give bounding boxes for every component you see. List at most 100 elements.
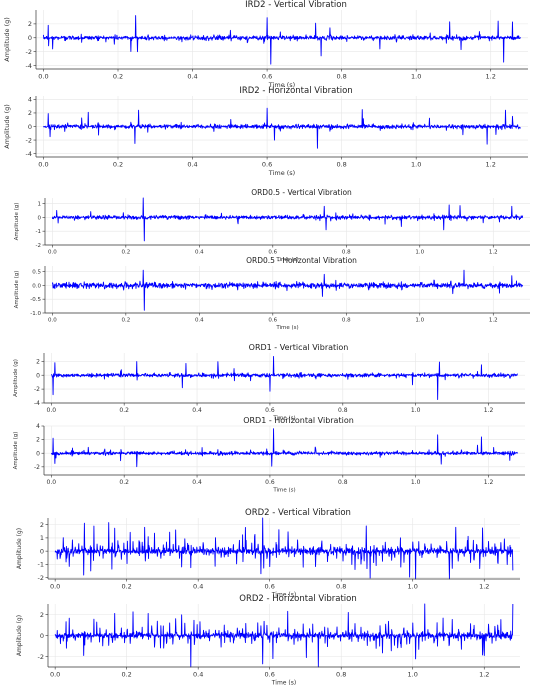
x-tick-label: 1.2	[479, 583, 489, 591]
x-tick-label: 1.0	[411, 161, 421, 169]
x-tick-label: 1.0	[415, 318, 424, 324]
x-tick-label: 1.0	[415, 250, 424, 256]
x-tick-label: 0.6	[265, 583, 275, 591]
y-tick-label: 4	[28, 96, 32, 104]
y-axis-label: Amplitude (g)	[3, 17, 11, 62]
y-tick-label: -2	[36, 243, 41, 249]
y-tick-label: 2	[28, 109, 32, 117]
x-axis-label: Time (s)	[271, 592, 296, 599]
x-tick-label: 0.8	[342, 250, 351, 256]
chart-title: ORD2 - Vertical Vibration	[245, 508, 351, 518]
x-tick-label: 0.0	[50, 671, 60, 679]
y-tick-label: 1	[40, 534, 44, 542]
x-tick-label: 1.0	[411, 479, 421, 486]
x-tick-label: 0.2	[121, 583, 131, 591]
y-tick-label: 4	[36, 423, 40, 430]
x-tick-label: 0.8	[338, 479, 348, 486]
x-tick-label: 1.0	[408, 671, 418, 679]
y-tick-label: 2	[36, 437, 40, 444]
y-axis-label: Amplitude (g)	[13, 432, 19, 470]
x-tick-label: 0.4	[195, 250, 204, 256]
y-tick-label: 0	[28, 123, 32, 131]
x-tick-label: 0.2	[121, 250, 130, 256]
x-tick-label: 0.2	[119, 407, 129, 414]
y-tick-label: -1	[38, 561, 44, 569]
x-tick-label: 0.2	[113, 73, 123, 81]
x-tick-label: 0.8	[338, 407, 348, 414]
y-tick-label: -0.5	[30, 297, 41, 303]
chart-title: IRD2 - Vertical Vibration	[245, 0, 347, 10]
x-tick-label: 1.2	[479, 671, 489, 679]
x-axis-label: Time (s)	[271, 680, 296, 687]
y-tick-label: 0	[40, 547, 44, 555]
chart-panel-2: 0.0 0.2 0.4 0.6 0.8 1.0 1.2 -4 -2 0 2 4 IRD2 - Horiz…	[3, 86, 528, 177]
chart-panel-8: 0.0 0.2 0.4 0.6 0.8 1.0 1.2 -2 0 2 ORD2 - Horizont…	[16, 594, 520, 687]
x-tick-label: 1.0	[408, 583, 418, 591]
x-tick-label: 0.2	[113, 161, 123, 169]
y-tick-label: -1.0	[30, 311, 41, 317]
x-tick-label: 1.2	[489, 318, 498, 324]
x-tick-label: 0.6	[265, 407, 275, 414]
y-axis-label: Amplitude (g)	[13, 359, 19, 397]
x-tick-label: 0.0	[50, 583, 60, 591]
x-tick-label: 1.2	[484, 479, 494, 486]
signal-series-line	[50, 428, 519, 468]
x-tick-label: 0.8	[336, 671, 346, 679]
signal-series-line	[51, 356, 518, 400]
x-axis-label: Time (s)	[272, 416, 295, 422]
y-axis-label: Amplitude (g)	[16, 615, 23, 656]
y-tick-label: 0	[36, 372, 40, 379]
y-tick-label: 0	[36, 450, 40, 457]
x-tick-label: 1.0	[411, 73, 421, 81]
x-tick-label: 0.2	[119, 479, 129, 486]
x-tick-label: 0.4	[192, 407, 202, 414]
x-tick-label: 0.4	[187, 161, 197, 169]
y-tick-label: 1	[38, 201, 42, 207]
x-tick-label: 0.6	[262, 73, 272, 81]
chart-panel-3: 0.0 0.2 0.4 0.6 0.8 1.0 1.2 -2 -1 0 1 ORD0.5 - Vert…	[14, 188, 530, 263]
chart-panel-5: 0.0 0.2 0.4 0.6 0.8 1.0 1.2 -4 -2 0 2 ORD1 - Vertic…	[13, 343, 525, 422]
y-tick-label: 2	[40, 611, 44, 619]
x-tick-label: 0.2	[121, 671, 131, 679]
signal-series-line	[43, 15, 521, 65]
y-axis-label: Amplitude (g)	[14, 203, 20, 241]
y-tick-label: -2	[26, 48, 32, 56]
y-tick-label: -2	[34, 386, 40, 393]
y-axis-label: Amplitude (g)	[14, 271, 20, 309]
x-tick-label: 1.2	[486, 73, 496, 81]
x-tick-label: 0.4	[193, 671, 203, 679]
x-tick-label: 1.2	[484, 407, 494, 414]
chart-panel-7: 0.0 0.2 0.4 0.6 0.8 1.0 1.2 -2 -1 0 1 2 ORD2 - Verti…	[16, 508, 520, 599]
x-tick-label: 0.6	[265, 671, 275, 679]
x-tick-label: 0.4	[187, 73, 197, 81]
chart-title: ORD0.5 - Horizontal Vibration	[246, 256, 357, 265]
y-tick-label: 0	[38, 215, 42, 221]
y-tick-label: -2	[26, 136, 32, 144]
x-tick-label: 0.0	[48, 250, 57, 256]
x-tick-label: 0.6	[268, 318, 277, 324]
y-tick-label: -1	[36, 229, 41, 235]
chart-title: IRD2 - Horizontal Vibration	[239, 86, 352, 96]
x-tick-label: 0.2	[121, 318, 130, 324]
x-tick-label: 0.6	[262, 161, 272, 169]
y-tick-label: -4	[26, 62, 32, 70]
chart-title: ORD1 - Horizontal Vibration	[243, 416, 354, 425]
x-tick-label: 0.0	[47, 479, 57, 486]
x-tick-label: 0.0	[38, 73, 48, 81]
signal-series-line	[54, 517, 514, 580]
chart-title: ORD2 - Horizontal Vibration	[239, 594, 357, 604]
signal-series-line	[54, 603, 514, 668]
y-tick-label: 0.5	[32, 269, 41, 275]
x-tick-label: 0.0	[48, 318, 57, 324]
x-tick-label: 1.2	[489, 250, 498, 256]
y-tick-label: -2	[34, 464, 40, 471]
x-tick-label: 0.8	[336, 161, 346, 169]
chart-panel-6: 0.0 0.2 0.4 0.6 0.8 1.0 1.2 -2 0 2 4 ORD1 - Horizon…	[13, 416, 525, 494]
x-tick-label: 0.4	[195, 318, 204, 324]
x-tick-label: 0.0	[38, 161, 48, 169]
x-tick-label: 0.8	[336, 73, 346, 81]
x-tick-label: 1.2	[486, 161, 496, 169]
y-axis-label: Amplitude (g)	[16, 528, 23, 569]
signal-series-line	[51, 197, 524, 242]
